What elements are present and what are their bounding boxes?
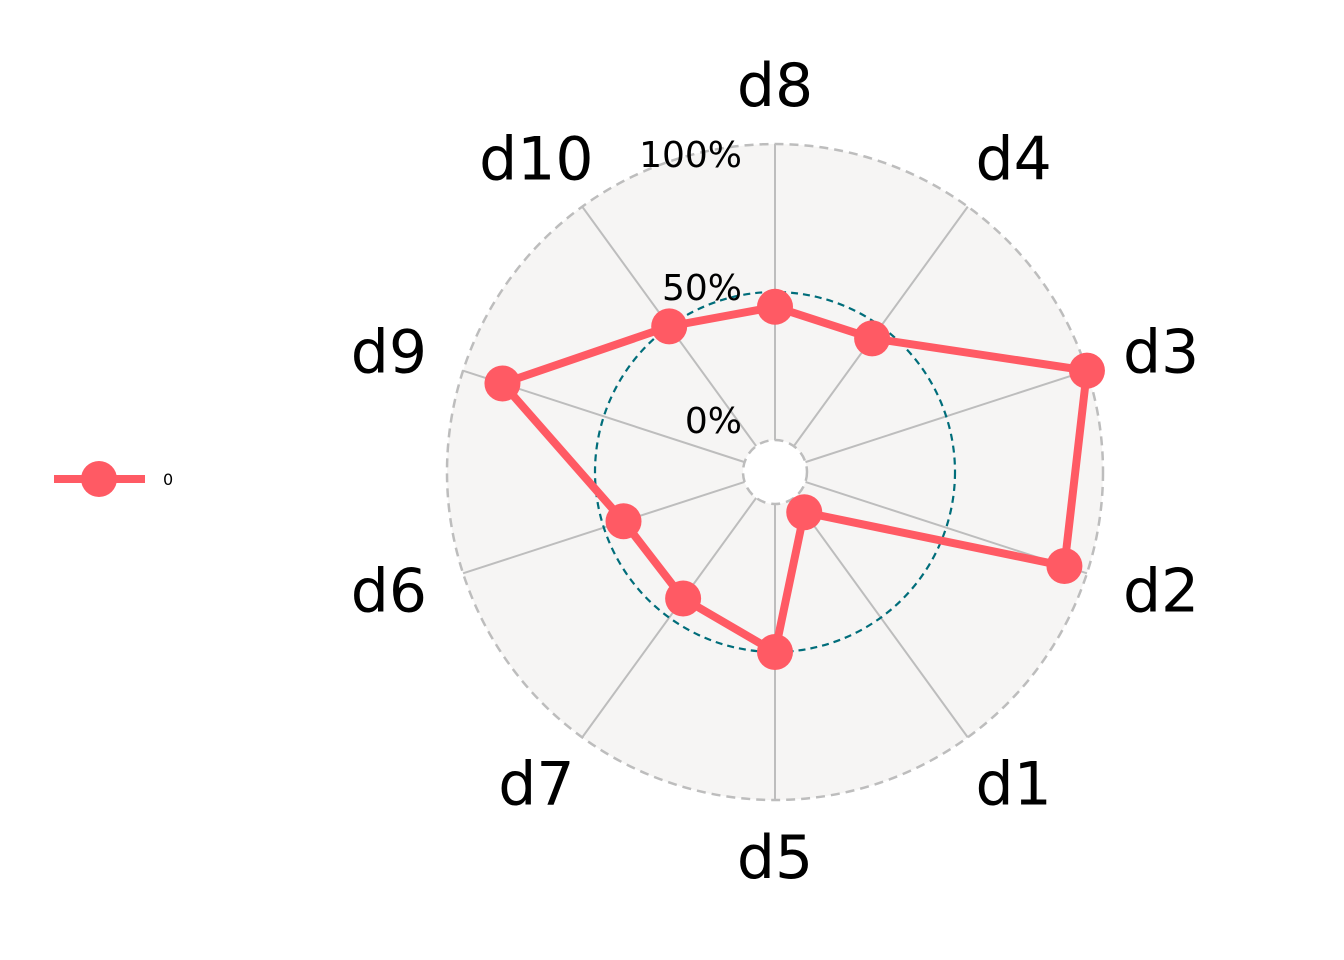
axis-label-d5: d5 (737, 823, 813, 893)
point-d4 (854, 320, 891, 357)
point-d9 (484, 365, 521, 402)
point-d5 (757, 634, 793, 670)
point-d10 (651, 308, 688, 345)
legend-marker (81, 461, 117, 497)
axis-label-d4: d4 (975, 125, 1051, 195)
point-d7 (665, 580, 702, 617)
axis-label-d3: d3 (1123, 318, 1199, 388)
spoke-d7 (581, 497, 757, 738)
point-d1 (786, 494, 823, 531)
tick-label-2: 100% (639, 135, 742, 176)
axis-label-d1: d1 (975, 749, 1051, 819)
legend: 0 (54, 461, 173, 497)
axis-labels: d8 d4 d3 d2 d1 d5 d7 d6 d9 d10 (351, 51, 1199, 893)
center-hole (741, 438, 809, 506)
axis-label-d7: d7 (498, 749, 574, 819)
point-d3 (1068, 352, 1105, 389)
legend-label: 0 (163, 470, 173, 489)
axis-label-d6: d6 (351, 556, 427, 626)
tick-label-1: 50% (662, 268, 742, 309)
radial-tick-labels: 0% 50% 100% (639, 135, 742, 442)
axis-label-d8: d8 (737, 51, 813, 121)
point-d8 (757, 288, 793, 325)
point-d2 (1046, 548, 1083, 585)
axis-label-d2: d2 (1123, 556, 1199, 626)
series-layer (484, 288, 1105, 670)
axis-label-d10: d10 (479, 125, 593, 195)
outer-ring (445, 142, 1105, 802)
point-d6 (605, 503, 642, 540)
axis-label-d9: d9 (351, 318, 427, 388)
tick-label-0: 0% (685, 401, 742, 442)
